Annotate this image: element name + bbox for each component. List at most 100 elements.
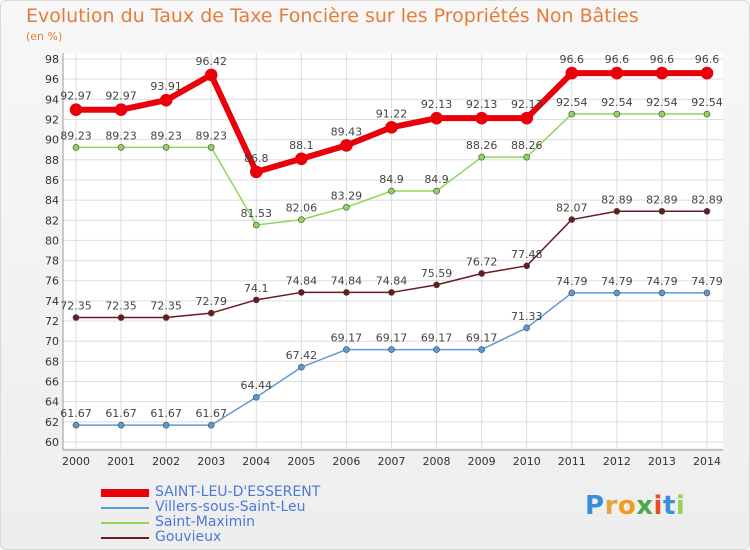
data-point-1	[658, 289, 666, 297]
brand-letter: i	[675, 491, 686, 521]
data-point-0	[700, 66, 714, 80]
data-point-1	[613, 289, 621, 297]
data-label: 89.23	[105, 129, 137, 142]
data-label: 81.53	[241, 207, 273, 220]
data-point-2	[388, 187, 395, 195]
data-point-3	[298, 289, 305, 296]
legend-swatch	[101, 506, 149, 509]
y-tick-label: 60	[45, 436, 59, 449]
data-label: 64.44	[241, 379, 273, 392]
data-label: 82.89	[601, 193, 633, 206]
data-point-3	[523, 262, 531, 270]
legend-label: Gouvieux	[155, 529, 222, 545]
data-point-1	[523, 324, 531, 332]
data-point-1	[162, 421, 170, 429]
data-point-2	[478, 153, 485, 161]
legend: SAINT-LEU-D'ESSERENT Villers-sous-Saint-L…	[101, 485, 320, 545]
data-label: 96.6	[605, 53, 630, 66]
data-label: 82.07	[556, 202, 588, 215]
y-tick-label: 92	[45, 113, 59, 126]
data-label: 72.35	[105, 300, 137, 313]
data-point-3	[568, 216, 576, 223]
data-point-0	[385, 121, 398, 134]
data-label: 74.79	[691, 275, 723, 288]
data-label: 96.42	[195, 55, 227, 68]
data-label: 89.23	[195, 129, 227, 142]
data-label: 72.79	[195, 295, 227, 308]
legend-swatch	[101, 488, 149, 497]
data-point-1	[252, 393, 260, 401]
y-tick-label: 86	[45, 174, 59, 187]
data-point-0	[475, 111, 488, 125]
data-point-0	[295, 152, 308, 166]
data-point-2	[162, 144, 170, 151]
data-label: 67.42	[286, 349, 318, 362]
data-label: 75.59	[421, 267, 453, 280]
x-tick-label: 2009	[468, 455, 496, 468]
data-label: 72.35	[60, 300, 92, 313]
y-tick-label: 64	[45, 396, 59, 409]
y-tick-label: 80	[45, 234, 59, 247]
data-label: 88.1	[289, 139, 314, 152]
data-label: 89.23	[150, 129, 182, 142]
brand-letter: i	[653, 491, 663, 521]
data-point-3	[162, 314, 170, 321]
x-tick-label: 2012	[603, 455, 631, 468]
data-label: 69.17	[466, 332, 498, 345]
data-point-2	[298, 216, 305, 223]
data-label: 89.23	[60, 129, 92, 142]
data-label: 84.9	[424, 173, 449, 186]
legend-label: SAINT-LEU-D'ESSERENT	[155, 484, 321, 500]
data-point-2	[523, 153, 531, 161]
data-label: 92.54	[691, 96, 723, 109]
data-label: 69.17	[331, 332, 363, 345]
data-label: 89.43	[331, 125, 363, 138]
y-tick-label: 84	[45, 194, 59, 207]
data-label: 61.67	[105, 407, 137, 420]
x-tick-label: 2004	[242, 455, 270, 468]
data-label: 92.54	[601, 96, 633, 109]
x-tick-label: 2008	[423, 455, 451, 468]
data-label: 77.48	[511, 248, 543, 261]
data-label: 74.79	[601, 275, 633, 288]
data-point-0	[204, 68, 218, 82]
data-label: 92.54	[646, 96, 678, 109]
data-label: 86.8	[244, 152, 269, 165]
y-tick-label: 90	[45, 134, 59, 147]
data-point-1	[478, 346, 485, 353]
data-point-3	[117, 314, 125, 321]
legend-swatch	[101, 521, 149, 524]
x-tick-label: 2006	[332, 455, 360, 468]
data-point-0	[340, 139, 353, 152]
data-point-1	[72, 421, 80, 429]
data-point-1	[343, 346, 350, 353]
data-label: 74.84	[331, 274, 363, 287]
data-label: 96.6	[695, 53, 720, 66]
data-point-2	[703, 110, 711, 118]
x-tick-label: 2000	[62, 455, 90, 468]
data-point-3	[703, 207, 711, 215]
y-tick-label: 66	[45, 376, 59, 389]
data-point-2	[72, 144, 80, 151]
data-point-1	[207, 421, 215, 429]
y-tick-label: 62	[45, 416, 59, 429]
data-label: 74.84	[376, 274, 408, 287]
data-point-0	[520, 111, 534, 125]
data-point-3	[613, 207, 621, 215]
data-point-1	[117, 421, 125, 429]
brand-letter: t	[662, 491, 676, 521]
brand-letter: P	[585, 491, 605, 521]
y-tick-label: 72	[45, 315, 59, 328]
brand-letter: r	[604, 491, 618, 521]
x-tick-label: 2010	[513, 455, 541, 468]
data-point-0	[114, 103, 128, 116]
data-point-3	[658, 207, 666, 215]
data-point-2	[117, 144, 125, 151]
brand-letter: x	[636, 491, 654, 521]
data-point-1	[388, 346, 395, 353]
y-tick-label: 98	[45, 53, 59, 66]
data-point-0	[69, 103, 83, 116]
x-tick-label: 2013	[648, 455, 676, 468]
data-point-1	[703, 289, 711, 297]
